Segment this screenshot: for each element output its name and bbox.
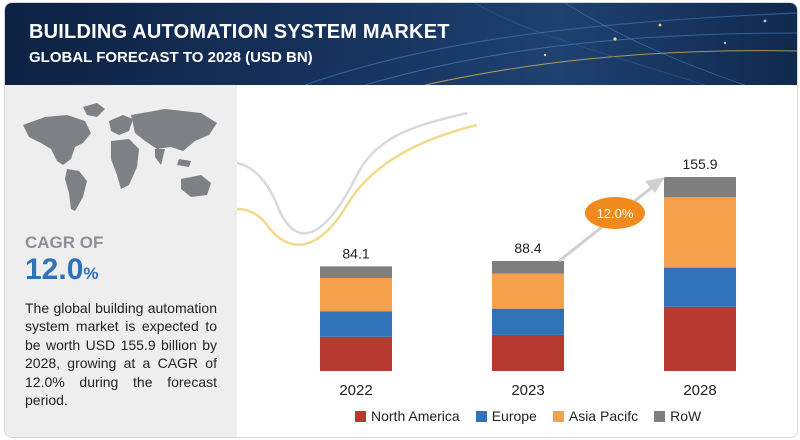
total-label-2023: 88.4: [514, 240, 541, 256]
legend-swatch: [475, 410, 487, 422]
chart-legend: North America Europe Asia Pacifc RoW: [355, 408, 701, 424]
growth-callout-group: 12.0%: [558, 177, 665, 263]
bar-segment-north-america-2023: [492, 334, 564, 371]
bar-segment-row-2022: [320, 266, 392, 279]
cagr-label: CAGR OF: [25, 233, 104, 252]
cagr-number: 12.0: [25, 253, 84, 286]
x-tick-label-2023: 2023: [511, 382, 544, 399]
decorative-swoosh-gray: [237, 111, 468, 235]
world-map-icon: [23, 103, 217, 211]
bars-group: [320, 177, 736, 371]
bar-segment-asia-pacifc-2022: [320, 278, 392, 312]
bar-segment-asia-pacifc-2023: [492, 273, 564, 309]
bar-segment-row-2023: [492, 260, 564, 274]
legend-label: Europe: [491, 408, 537, 424]
chart-subtitle: GLOBAL FORECAST TO 2028 (USD BN): [29, 49, 313, 66]
growth-callout-label: 12.0%: [597, 206, 634, 221]
legend-item-north-america: North America: [355, 408, 460, 424]
bar-segment-north-america-2022: [320, 336, 392, 371]
total-label-2022: 84.1: [342, 245, 369, 261]
bar-segment-row-2028: [664, 177, 736, 198]
legend-swatch: [552, 410, 564, 422]
stacked-bar-chart: 84.1 2022 88.4 2023 155.9 2028 12.0%: [237, 111, 736, 399]
header-light-streaks: [304, 3, 797, 85]
x-tick-label-2028: 2028: [683, 382, 716, 399]
legend-swatch: [654, 410, 666, 422]
legend-label: Asia Pacifc: [568, 408, 639, 424]
infographic-frame: BUILDING AUTOMATION SYSTEM MARKET GLOBAL…: [4, 2, 798, 438]
growth-callout-bubble: [585, 197, 645, 229]
legend-label: RoW: [670, 408, 702, 424]
legend-item-asia-pacifc: Asia Pacifc: [552, 408, 639, 424]
legend-swatch: [355, 410, 366, 422]
legend-label: North America: [371, 408, 460, 424]
growth-arrow-head: [645, 177, 665, 193]
labels-group: 84.1 2022 88.4 2023 155.9 2028: [339, 156, 717, 399]
summary-panel: CAGR OF 12.0% The global building automa…: [5, 85, 237, 437]
cagr-percent-sign: %: [83, 264, 99, 283]
bar-segment-north-america-2028: [664, 306, 736, 371]
x-tick-label-2022: 2022: [339, 382, 372, 399]
legend-item-row: RoW: [654, 408, 701, 424]
chart-title: BUILDING AUTOMATION SYSTEM MARKET: [29, 21, 450, 43]
header-banner: BUILDING AUTOMATION SYSTEM MARKET GLOBAL…: [5, 3, 797, 85]
bar-segment-europe-2023: [492, 308, 564, 335]
total-label-2028: 155.9: [682, 156, 717, 172]
bar-segment-asia-pacifc-2028: [664, 197, 736, 268]
decorative-swoosh-gold: [237, 123, 478, 246]
market-description: The global building automation system ma…: [25, 300, 217, 409]
cagr-value: 12.0%: [25, 253, 99, 287]
legend-item-europe: Europe: [475, 408, 537, 424]
bar-segment-europe-2022: [320, 311, 392, 337]
bar-segment-europe-2028: [664, 267, 736, 307]
